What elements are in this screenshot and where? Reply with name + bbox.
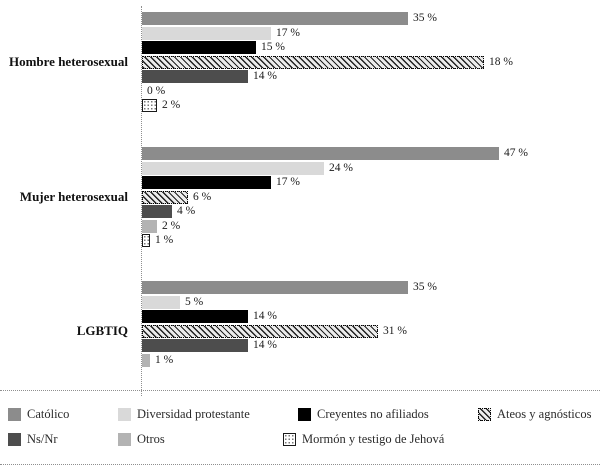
legend-swatch xyxy=(283,432,296,446)
bar-row: 14 % xyxy=(142,70,277,83)
bar xyxy=(142,41,256,54)
bar-value-label: 47 % xyxy=(504,147,528,159)
legend-swatch xyxy=(8,432,21,446)
bar-value-label: 2 % xyxy=(162,99,181,111)
bar-row: 14 % xyxy=(142,339,277,352)
bar-row: 47 % xyxy=(142,147,528,160)
bar-row: 6 % xyxy=(142,190,212,204)
bar-value-label: 2 % xyxy=(162,219,181,232)
legend-swatch xyxy=(118,407,131,421)
bar xyxy=(142,176,271,189)
bar-row: 35 % xyxy=(142,12,437,25)
bar xyxy=(142,234,150,247)
legend-item: Ns/Nr xyxy=(8,432,58,446)
bar-row: 18 % xyxy=(142,55,513,69)
bar xyxy=(142,55,484,69)
legend-swatch xyxy=(298,407,311,421)
bar-value-label: 17 % xyxy=(276,176,300,188)
bar-value-label: 5 % xyxy=(185,295,204,308)
legend-label: Diversidad protestante xyxy=(137,406,250,421)
bar xyxy=(142,70,248,83)
bar-row: 31 % xyxy=(142,324,407,338)
bar xyxy=(142,353,150,367)
bar-row: 15 % xyxy=(142,41,285,54)
bar-value-label: 35 % xyxy=(413,12,437,24)
bar xyxy=(142,99,157,112)
bar-value-label: 14 % xyxy=(253,70,277,82)
bar-value-label: 6 % xyxy=(193,190,212,203)
legend-swatch xyxy=(478,407,491,421)
bar xyxy=(142,339,248,352)
bar-row: 17 % xyxy=(142,26,300,40)
bar-value-label: 14 % xyxy=(253,310,277,322)
bar xyxy=(142,310,248,323)
bar-row: 35 % xyxy=(142,281,437,294)
legend-item: Mormón y testigo de Jehová xyxy=(283,432,444,446)
bar-row: 4 % xyxy=(142,205,195,218)
bar-row: 5 % xyxy=(142,295,204,309)
chart-area: Hombre heterosexual 35 % 17 % 15 % 18 % 14 % 0… xyxy=(8,6,528,396)
bar xyxy=(142,281,408,294)
group-label: LGBTIQ xyxy=(76,323,128,338)
bar xyxy=(142,295,180,309)
bar-value-label: 15 % xyxy=(261,41,285,53)
group-label: Hombre heterosexual xyxy=(8,54,128,69)
bar-value-label: 1 % xyxy=(155,234,174,246)
bar xyxy=(142,219,157,233)
bar-value-label: 35 % xyxy=(413,281,437,293)
legend-item: Otros xyxy=(118,432,165,446)
bar-row: 14 % xyxy=(142,310,277,323)
legend-item: Creyentes no afiliados xyxy=(298,407,429,421)
bar xyxy=(142,161,324,175)
group-label: Mujer heterosexual xyxy=(19,189,128,204)
legend-swatch xyxy=(8,407,21,421)
legend-item: Católico xyxy=(8,407,69,421)
legend-item: Ateos y agnósticos xyxy=(478,407,591,421)
bar-value-label: 18 % xyxy=(489,55,513,68)
bar-value-label: 17 % xyxy=(276,26,300,39)
legend-swatch xyxy=(118,432,131,446)
bar-row: 2 % xyxy=(142,219,181,233)
bar xyxy=(142,26,271,40)
bar-row: 1 % xyxy=(142,353,174,367)
legend-label: Mormón y testigo de Jehová xyxy=(302,431,445,446)
bar-row: 1 % xyxy=(142,234,173,247)
bar xyxy=(142,147,499,160)
bar-value-label: 4 % xyxy=(177,205,196,217)
legend-label: Ns/Nr xyxy=(27,431,58,446)
bar-value-label: 24 % xyxy=(329,161,353,174)
legend-label: Otros xyxy=(137,431,165,446)
bar-value-label: 0 % xyxy=(147,84,166,97)
bar-value-label: 31 % xyxy=(383,324,407,337)
legend-bottom-separator xyxy=(0,464,600,465)
bar xyxy=(142,190,188,204)
bar xyxy=(142,324,378,338)
bar-row: 0 % xyxy=(142,85,165,98)
legend-item: Diversidad protestante xyxy=(118,407,250,421)
bar-value-label: 1 % xyxy=(155,353,174,366)
bar xyxy=(142,12,408,25)
y-axis-dotted-line xyxy=(141,6,142,396)
bar-row: 24 % xyxy=(142,161,353,175)
legend-label: Católico xyxy=(27,406,70,421)
bar xyxy=(142,205,172,218)
bar-value-label: 14 % xyxy=(253,339,277,351)
bar-row: 17 % xyxy=(142,176,300,189)
bar-row: 2 % xyxy=(142,99,180,112)
legend-top-separator xyxy=(0,390,600,391)
legend-label: Creyentes no afiliados xyxy=(317,406,429,421)
legend-label: Ateos y agnósticos xyxy=(497,406,592,421)
